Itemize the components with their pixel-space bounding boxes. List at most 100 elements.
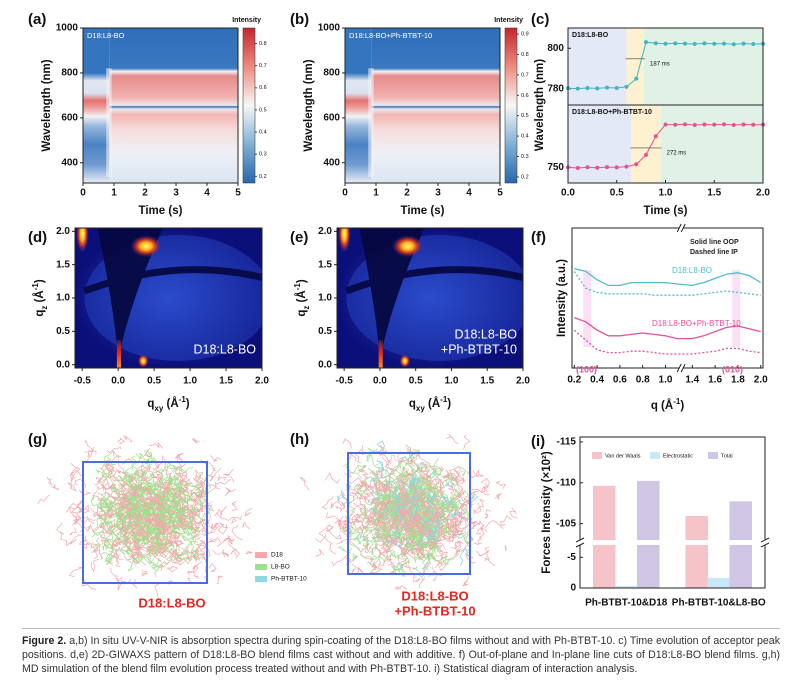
x-tick-label: 0.4 — [590, 375, 604, 386]
molecule-chain — [350, 484, 369, 493]
molecule-chain — [484, 554, 496, 566]
heatmap-title: D18:L8-BO+Ph-BTBT-10 — [349, 31, 432, 40]
molecule-chain — [451, 544, 461, 560]
molecule-chain — [106, 524, 116, 535]
molecule-chain — [390, 564, 402, 572]
molecule-chain — [126, 521, 140, 529]
molecule-chain — [440, 510, 448, 516]
molecule-chain — [342, 438, 352, 449]
molecule-chain — [384, 459, 392, 468]
molecule-chain — [96, 511, 112, 522]
molecule-chain — [398, 512, 415, 525]
molecule-chain — [112, 484, 127, 503]
molecule-chain — [192, 561, 203, 570]
molecule-chain — [413, 576, 421, 583]
molecule-chain — [156, 505, 166, 516]
molecule-chain — [148, 442, 163, 449]
axis-label-part: -1 — [31, 283, 40, 291]
molecule-chain — [384, 466, 396, 484]
molecule-chain — [400, 489, 407, 505]
molecule-chain — [416, 490, 426, 502]
molecule-chain — [194, 508, 199, 516]
molecule-chain — [86, 515, 95, 524]
molecule-chain — [365, 553, 382, 560]
data-point — [634, 162, 639, 167]
molecule-chain — [171, 519, 180, 534]
molecule-chain — [198, 516, 204, 524]
molecule-chain — [146, 513, 157, 526]
molecule-chain — [100, 523, 118, 537]
panel-label: (i) — [531, 433, 545, 450]
molecule-chain — [70, 506, 83, 519]
molecule-chain — [139, 525, 146, 539]
molecule-chain — [130, 489, 139, 500]
molecule-chain — [98, 512, 116, 520]
molecule-chain — [321, 496, 334, 510]
y-axis-label: Intensity (a.u.) — [556, 259, 568, 337]
molecule-chain — [166, 476, 175, 491]
molecule-chain — [133, 522, 141, 535]
molecule-chain — [427, 552, 437, 561]
colorbar-title: Intensity — [232, 17, 261, 24]
molecule-chain — [131, 498, 140, 512]
molecule-chain — [191, 437, 200, 444]
molecule-chain — [416, 540, 426, 546]
molecule-chain — [140, 481, 150, 491]
molecule-chain — [95, 468, 107, 480]
molecule-chain — [142, 473, 158, 489]
molecule-chain — [69, 527, 77, 536]
molecule-chain — [389, 567, 397, 576]
molecule-chain — [428, 538, 435, 552]
axis-label: qxy (Å-1) — [409, 395, 451, 413]
molecule-chain — [382, 502, 390, 512]
molecule-chain — [463, 497, 472, 509]
data-point — [585, 165, 590, 170]
molecule-chain — [353, 502, 364, 513]
annotation: 187 ms — [650, 61, 670, 67]
molecule-chain — [406, 477, 414, 487]
molecule-chain — [383, 493, 397, 499]
molecule-chain — [141, 570, 148, 577]
panel-annotation: +Ph-BTBT-10 — [441, 342, 517, 356]
molecule-chain — [398, 559, 411, 567]
molecule-chain — [445, 477, 458, 487]
molecule-chain — [141, 459, 151, 469]
molecule-chain — [409, 468, 416, 476]
molecule-chain — [449, 518, 460, 537]
molecule-chain — [164, 462, 172, 477]
axis-label-part: q — [296, 310, 308, 317]
molecule-chain — [422, 562, 430, 575]
molecule-chain — [393, 522, 404, 535]
molecule-chain — [170, 503, 187, 512]
panel-label: (b) — [290, 11, 309, 28]
plot-frame — [571, 227, 764, 369]
molecule-chain — [148, 498, 165, 507]
break-mark — [676, 363, 682, 373]
molecule-chain — [172, 508, 185, 529]
molecule-chain — [177, 516, 184, 527]
molecule-chain — [157, 513, 166, 531]
molecule-chain — [349, 537, 365, 545]
molecule-chain — [127, 546, 134, 558]
molecule-chain — [142, 473, 149, 486]
molecule-chain — [416, 494, 432, 513]
molecule-chain — [156, 470, 165, 487]
molecule-chain — [112, 450, 119, 458]
molecule-chain — [79, 489, 91, 496]
molecule-chain — [427, 488, 443, 498]
molecule-chain — [181, 486, 198, 502]
molecule-chain — [97, 515, 107, 526]
y-tick-label: 400 — [323, 157, 340, 168]
molecule-chain — [425, 462, 443, 472]
molecule-chain — [453, 487, 460, 496]
data-point — [614, 165, 619, 170]
molecule-chain — [162, 486, 180, 498]
molecule-chain — [106, 464, 116, 472]
molecule-chain — [422, 520, 430, 532]
molecule-chain — [192, 526, 201, 542]
molecule-chain — [78, 504, 89, 514]
plot-frame — [579, 436, 766, 589]
molecule-chain — [245, 550, 253, 555]
molecule-chain — [188, 525, 195, 531]
molecule-chain — [300, 476, 310, 491]
